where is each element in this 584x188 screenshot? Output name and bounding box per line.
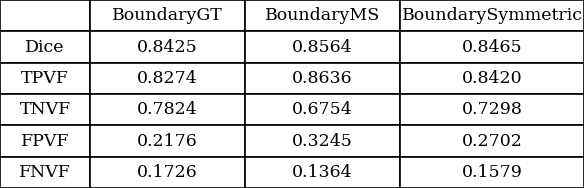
Text: 0.8465: 0.8465 bbox=[462, 39, 522, 55]
Bar bbox=[90, 125, 245, 157]
Text: BoundaryGT: BoundaryGT bbox=[112, 7, 223, 24]
Bar bbox=[245, 63, 400, 94]
Bar bbox=[400, 63, 584, 94]
Text: 0.8425: 0.8425 bbox=[137, 39, 198, 55]
Text: 0.1579: 0.1579 bbox=[461, 164, 523, 181]
Text: TNVF: TNVF bbox=[19, 101, 71, 118]
Text: TPVF: TPVF bbox=[21, 70, 69, 87]
Bar bbox=[245, 0, 400, 31]
Text: 0.3245: 0.3245 bbox=[292, 133, 353, 149]
Bar bbox=[245, 125, 400, 157]
Bar bbox=[400, 157, 584, 188]
Bar bbox=[400, 0, 584, 31]
Bar bbox=[400, 125, 584, 157]
Text: BoundarySymmetric: BoundarySymmetric bbox=[402, 7, 582, 24]
Bar bbox=[90, 94, 245, 125]
Text: 0.1364: 0.1364 bbox=[292, 164, 353, 181]
Bar bbox=[90, 31, 245, 63]
Text: 0.7298: 0.7298 bbox=[461, 101, 523, 118]
Bar bbox=[0, 0, 90, 31]
Text: Dice: Dice bbox=[25, 39, 65, 55]
Bar bbox=[400, 31, 584, 63]
Bar bbox=[90, 157, 245, 188]
Text: 0.7824: 0.7824 bbox=[137, 101, 198, 118]
Bar bbox=[0, 63, 90, 94]
Bar bbox=[90, 63, 245, 94]
Bar bbox=[0, 31, 90, 63]
Text: 0.1726: 0.1726 bbox=[137, 164, 198, 181]
Bar bbox=[245, 31, 400, 63]
Text: 0.6754: 0.6754 bbox=[292, 101, 353, 118]
Bar bbox=[0, 125, 90, 157]
Bar bbox=[245, 94, 400, 125]
Text: 0.8564: 0.8564 bbox=[292, 39, 353, 55]
Text: 0.8420: 0.8420 bbox=[462, 70, 522, 87]
Bar bbox=[90, 0, 245, 31]
Bar bbox=[245, 157, 400, 188]
Bar bbox=[400, 94, 584, 125]
Bar bbox=[0, 94, 90, 125]
Text: FNVF: FNVF bbox=[19, 164, 71, 181]
Text: 0.8636: 0.8636 bbox=[292, 70, 353, 87]
Text: 0.8274: 0.8274 bbox=[137, 70, 198, 87]
Text: 0.2176: 0.2176 bbox=[137, 133, 198, 149]
Text: 0.2702: 0.2702 bbox=[461, 133, 523, 149]
Text: FPVF: FPVF bbox=[21, 133, 69, 149]
Text: BoundaryMS: BoundaryMS bbox=[265, 7, 380, 24]
Bar bbox=[0, 157, 90, 188]
